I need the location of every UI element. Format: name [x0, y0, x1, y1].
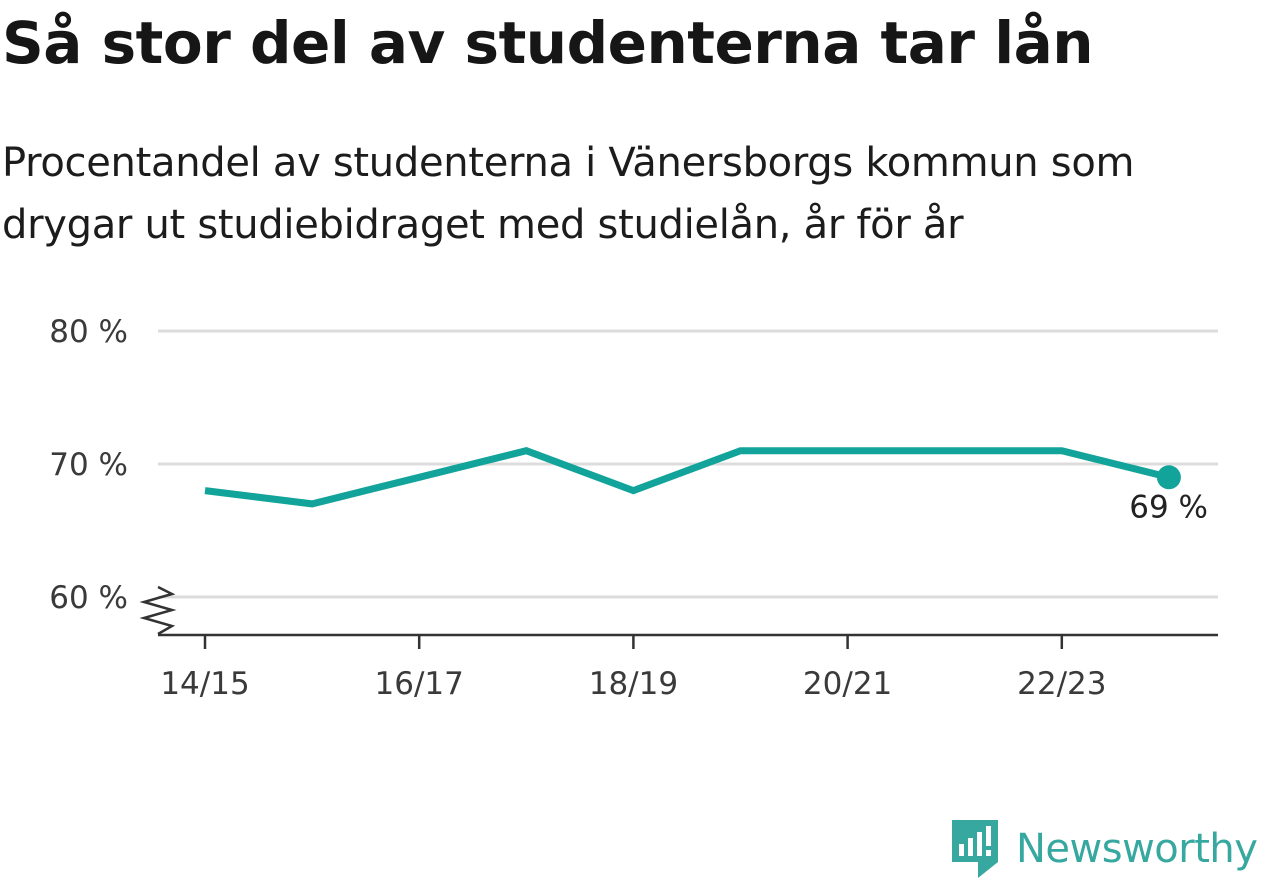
grid-lines — [158, 329, 1218, 599]
brand-logo: Newsworthy — [950, 818, 1258, 880]
y-tick-label: 80 % — [49, 314, 128, 350]
brand-name: Newsworthy — [1016, 826, 1258, 872]
newsworthy-logo-icon — [952, 820, 998, 878]
y-tick-label: 70 % — [49, 447, 128, 483]
x-tick-label: 22/23 — [1017, 666, 1106, 702]
end-value-label: 69 % — [1129, 489, 1208, 525]
x-tick-label: 14/15 — [160, 666, 249, 702]
axis-break-mark — [139, 585, 177, 636]
y-tick-label: 60 % — [49, 580, 128, 616]
x-tick-label: 18/19 — [589, 666, 678, 702]
y-axis-tick-labels: 60 % 70 % 80 % — [49, 314, 128, 616]
end-point-marker — [1156, 465, 1181, 490]
data-labels: 69 % — [1129, 489, 1208, 525]
series-group — [204, 447, 1181, 508]
chart-subtitle: Procentandel av studenterna i Vänersborg… — [2, 140, 1135, 248]
x-tick-label: 20/21 — [803, 666, 892, 702]
series-line — [204, 447, 1170, 508]
x-tick-label: 16/17 — [375, 666, 464, 702]
x-axis: 14/15 16/17 18/19 20/21 22/23 — [139, 585, 1218, 702]
chart-title: Så stor del av studenterna tar lån — [2, 9, 1094, 77]
